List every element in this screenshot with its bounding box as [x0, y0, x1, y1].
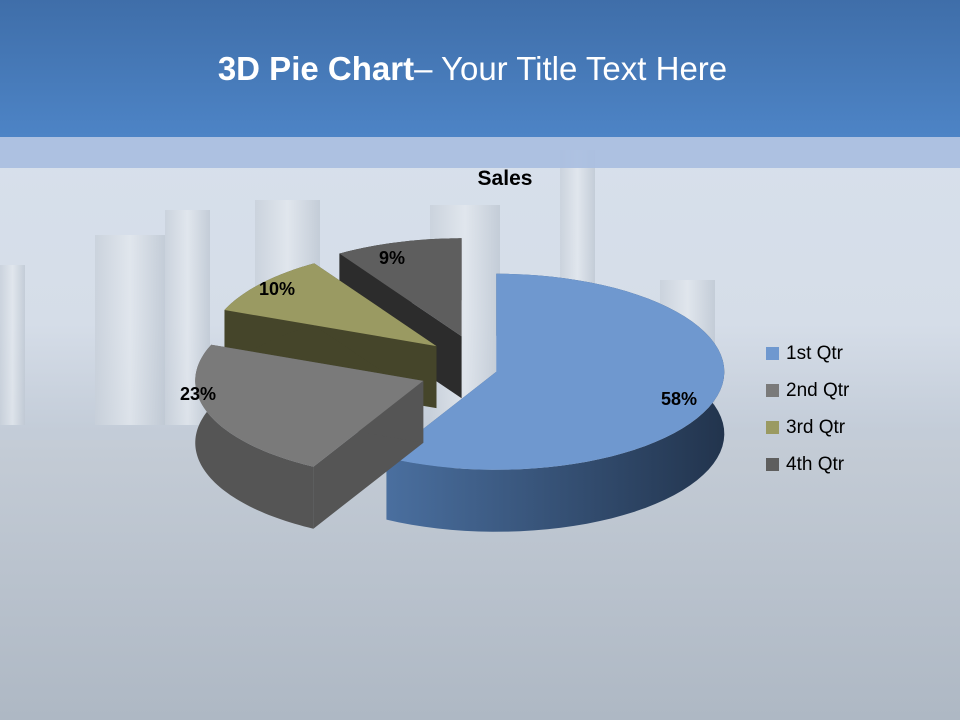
background-building: [95, 235, 165, 425]
pie-slice-4th-qtr: [339, 238, 462, 337]
data-label-3rd-qtr: 10%: [259, 279, 296, 299]
pie-slice-side: [195, 344, 314, 529]
data-label-2nd-qtr: 23%: [180, 384, 217, 404]
legend-item-4th-qtr: 4th Qtr: [766, 446, 849, 483]
pie-slice-1st-qtr: [386, 273, 725, 470]
chart-legend: 1st Qtr 2nd Qtr 3rd Qtr 4th Qtr: [766, 335, 849, 483]
legend-label: 1st Qtr: [786, 342, 844, 364]
data-label-1st-qtr: 58%: [661, 389, 698, 409]
pie-slice-3rd-qtr: [224, 263, 437, 347]
legend-swatch: [766, 347, 779, 360]
title-bar: [0, 0, 960, 137]
background-building: [0, 265, 25, 425]
legend-swatch: [766, 458, 779, 471]
slide-title: 3D Pie Chart– Your Title Text Here: [217, 50, 728, 87]
legend-swatch: [766, 421, 779, 434]
legend-label: 3rd Qtr: [786, 416, 846, 438]
chart-title: Sales: [477, 167, 533, 190]
legend-item-2nd-qtr: 2nd Qtr: [766, 372, 849, 409]
title-accent-strip: [0, 137, 960, 168]
legend-swatch: [766, 384, 779, 397]
legend-label: 2nd Qtr: [786, 379, 850, 401]
pie-slice-2nd-qtr: [195, 344, 424, 467]
legend-item-1st-qtr: 1st Qtr: [766, 335, 849, 372]
data-label-4th-qtr: 9%: [379, 248, 406, 268]
legend-label: 4th Qtr: [786, 453, 845, 475]
legend-item-3rd-qtr: 3rd Qtr: [766, 409, 849, 446]
